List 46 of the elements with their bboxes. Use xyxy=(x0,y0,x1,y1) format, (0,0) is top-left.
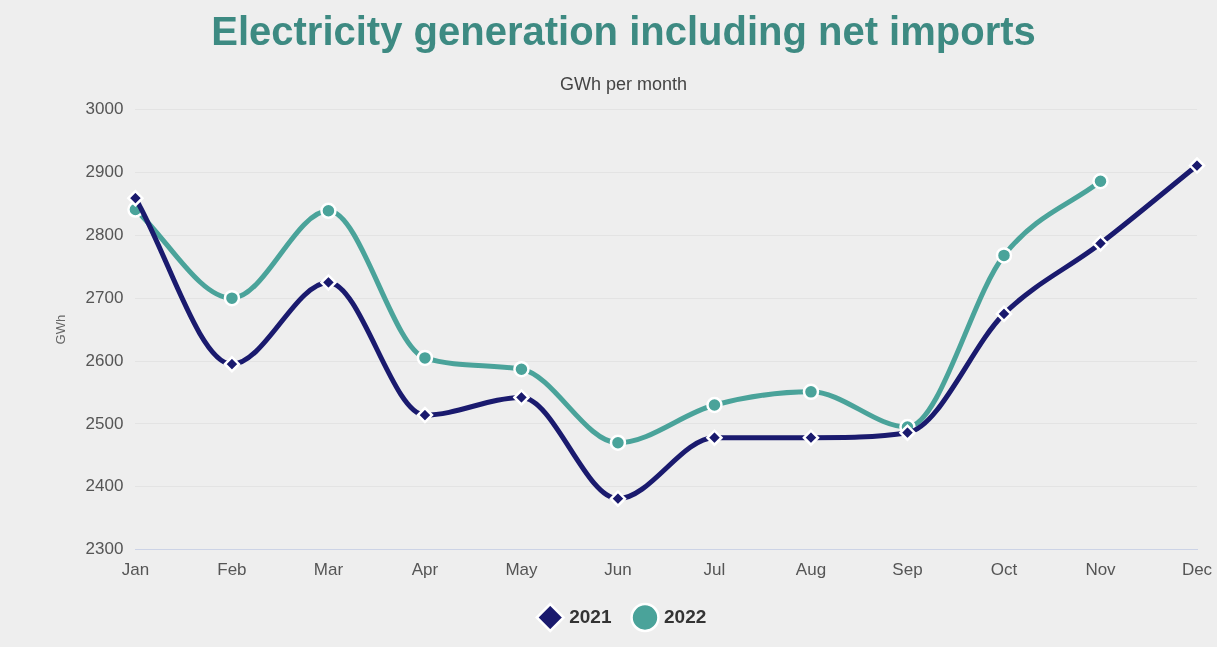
point xyxy=(802,383,820,401)
y-tick-label: 2400 xyxy=(85,476,124,496)
y-tick-label: 2300 xyxy=(85,539,124,559)
x-tick-label: Jun xyxy=(604,560,632,580)
point xyxy=(899,424,916,441)
point xyxy=(609,490,627,507)
point xyxy=(706,429,723,446)
x-tick-label: Oct xyxy=(990,560,1018,580)
y-tick-label: 3000 xyxy=(85,99,124,119)
point xyxy=(1092,173,1109,190)
point xyxy=(320,202,337,220)
point xyxy=(513,360,530,378)
point xyxy=(706,396,723,414)
y-axis-title: GWh xyxy=(53,314,69,345)
x-tick-label: Mar xyxy=(313,560,344,580)
point xyxy=(127,189,144,207)
x-tick-label: Dec xyxy=(1181,560,1213,580)
y-tick-label: 2500 xyxy=(85,413,124,433)
point xyxy=(513,389,530,406)
chart-subtitle: GWh per month xyxy=(559,73,688,94)
point xyxy=(802,429,820,446)
point xyxy=(416,349,434,367)
point xyxy=(995,305,1013,323)
x-tick-label: Aug xyxy=(795,560,827,580)
y-tick-label: 2600 xyxy=(85,350,124,370)
x-tick-label: Apr xyxy=(411,560,439,580)
x-tick-label: Sep xyxy=(892,560,923,580)
x-tick-label: Jan xyxy=(121,560,150,580)
x-tick-label: Feb xyxy=(217,560,247,580)
point xyxy=(416,406,434,424)
legend-label: 2021 xyxy=(569,605,612,627)
x-tick-label: May xyxy=(505,560,538,580)
point xyxy=(1092,235,1109,252)
y-tick-label: 2700 xyxy=(85,287,124,307)
x-tick-label: Jul xyxy=(703,560,726,580)
legend-label: 2022 xyxy=(664,605,707,627)
y-tick-label: 2800 xyxy=(85,225,124,244)
x-tick-label: Nov xyxy=(1085,560,1117,580)
point xyxy=(223,355,241,373)
chart-title: Electricity generation including net imports xyxy=(211,9,1036,54)
point xyxy=(1188,157,1206,174)
point xyxy=(609,434,627,451)
point xyxy=(320,274,337,291)
point xyxy=(223,289,241,307)
point xyxy=(995,247,1013,264)
y-tick-label: 2900 xyxy=(85,162,124,182)
